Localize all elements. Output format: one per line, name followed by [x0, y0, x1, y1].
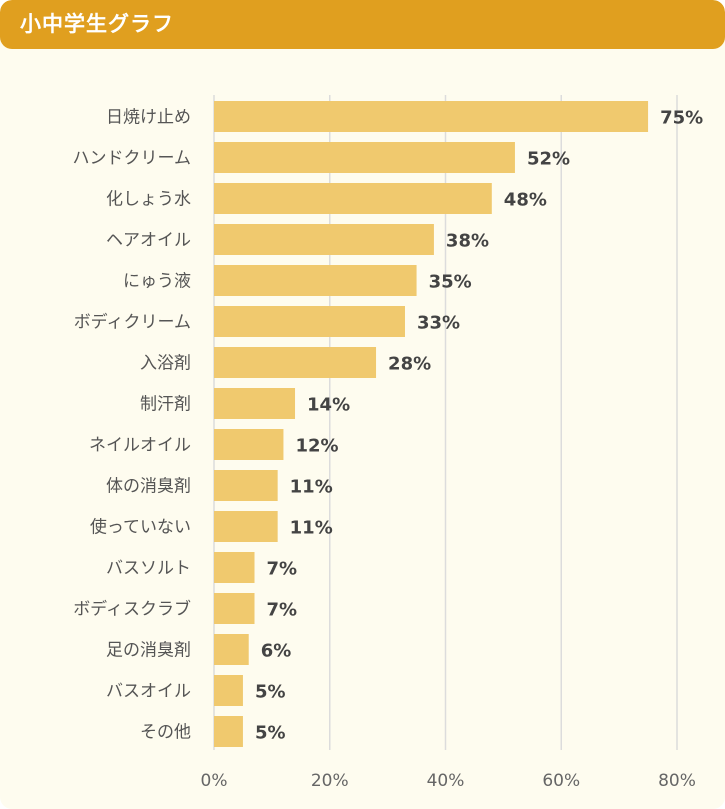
bar	[214, 634, 249, 665]
x-tick-label: 60%	[542, 771, 580, 791]
value-label: 48%	[504, 190, 547, 211]
value-label: 5%	[255, 723, 286, 744]
value-label: 35%	[429, 272, 472, 293]
category-label: ハンドクリーム	[73, 149, 192, 169]
value-label: 7%	[267, 559, 298, 580]
category-label: ボディスクラブ	[73, 599, 191, 620]
category-label: ネイルオイル	[89, 436, 191, 456]
category-label: バスソルト	[106, 559, 191, 579]
bar	[214, 101, 649, 132]
category-label: 化しょう水	[106, 190, 191, 210]
bar	[214, 347, 377, 378]
value-label: 52%	[527, 149, 570, 170]
bars	[214, 101, 649, 747]
bar	[214, 470, 278, 501]
x-tick-label: 20%	[311, 771, 349, 791]
category-label: 足の消臭剤	[106, 641, 191, 661]
value-label: 6%	[261, 641, 292, 662]
value-label: 7%	[267, 600, 298, 621]
bar	[214, 552, 255, 583]
value-label: 5%	[255, 682, 286, 703]
category-label: ボディクリーム	[74, 312, 191, 333]
category-label: 制汗剤	[140, 395, 191, 415]
category-label: ヘアオイル	[106, 231, 191, 251]
chart-header: 小中学生グラフ	[0, 0, 725, 49]
bar	[214, 183, 492, 214]
category-label: にゅう液	[123, 272, 191, 292]
x-tick-label: 40%	[427, 771, 465, 791]
bar	[214, 511, 278, 542]
category-label: 入浴剤	[140, 354, 191, 374]
bar	[214, 265, 417, 296]
chart-title: 小中学生グラフ	[20, 12, 174, 36]
bar	[214, 224, 434, 255]
bar	[214, 306, 405, 337]
value-label: 38%	[446, 231, 489, 252]
labels: 0% 20% 40% 60% 80% 日焼け止め 75% ハンドクリーム 52% 化しょう水 48%…	[73, 108, 704, 792]
bar	[214, 142, 515, 173]
value-label: 11%	[290, 477, 333, 498]
bar	[214, 593, 255, 624]
category-label: その他	[140, 723, 191, 743]
category-label: 日焼け止め	[106, 108, 191, 128]
category-label: 体の消臭剤	[106, 477, 191, 497]
value-label: 75%	[660, 108, 703, 129]
bar	[214, 716, 243, 747]
bar	[214, 675, 243, 706]
value-label: 28%	[388, 354, 431, 375]
category-label: 使っていない	[90, 517, 191, 538]
bar	[214, 429, 284, 460]
category-label: バスオイル	[106, 682, 191, 702]
value-label: 12%	[295, 436, 338, 457]
x-tick-label: 0%	[201, 771, 228, 791]
bar	[214, 388, 296, 419]
value-label: 14%	[307, 395, 350, 416]
value-label: 11%	[290, 518, 333, 539]
value-label: 33%	[417, 313, 460, 334]
x-tick-label: 80%	[658, 771, 696, 791]
